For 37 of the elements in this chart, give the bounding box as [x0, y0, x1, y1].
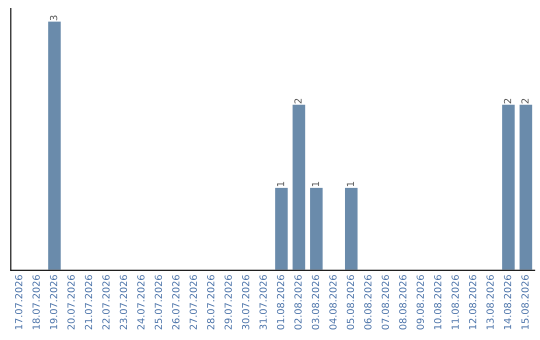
x-tick-label: 28.07.2026 — [207, 275, 214, 330]
x-tick-label: 10.08.2026 — [434, 275, 442, 330]
x-tick-label: 27.07.2026 — [190, 275, 197, 330]
x-tick-label: 22.07.2026 — [102, 275, 110, 330]
x-tick-label: 07.08.2026 — [382, 275, 390, 330]
x-tick-label: 08.08.2026 — [399, 275, 406, 330]
x-tick-label: 01.08.2026 — [276, 275, 284, 330]
x-tick-label: 20.07.2026 — [67, 275, 75, 330]
data-label: 2 — [504, 98, 512, 104]
data-label: 1 — [346, 182, 354, 186]
x-tick-label: 06.08.2026 — [364, 275, 372, 330]
x-tick-label: 03.08.2026 — [312, 275, 320, 330]
x-tick-label: 11.08.2026 — [451, 275, 459, 330]
x-tick-label: 12.08.2026 — [468, 275, 476, 330]
x-tick-label: 25.07.2026 — [154, 275, 162, 330]
x-tick-label: 18.07.2026 — [32, 275, 40, 330]
data-label: 1 — [312, 182, 320, 186]
x-tick-label: 26.07.2026 — [172, 275, 180, 330]
x-tick-label: 19.07.2026 — [50, 275, 58, 330]
x-tick-label: 21.07.2026 — [84, 275, 92, 330]
x-tick-label: 29.07.2026 — [224, 275, 232, 330]
data-label: 2 — [294, 98, 302, 104]
x-tick-label: 05.08.2026 — [346, 275, 354, 330]
x-tick-label: 14.08.2026 — [504, 275, 512, 330]
data-label: 1 — [277, 182, 284, 186]
x-tick-label: 31.07.2026 — [259, 275, 267, 330]
data-label: 2 — [521, 98, 529, 104]
x-tick-label: 13.08.2026 — [486, 275, 494, 330]
x-tick-label: 23.07.2026 — [120, 275, 128, 330]
x-tick-label: 17.07.2026 — [14, 275, 22, 330]
data-label: 3 — [50, 16, 58, 20]
x-tick-label: 04.08.2026 — [329, 275, 337, 330]
x-tick-label: 02.08.2026 — [294, 275, 302, 330]
x-tick-label: 24.07.2026 — [137, 275, 145, 330]
x-tick-label: 30.07.2026 — [242, 275, 250, 330]
x-tick-label: 09.08.2026 — [416, 275, 424, 330]
x-tick-label: 15.08.2026 — [521, 275, 529, 330]
